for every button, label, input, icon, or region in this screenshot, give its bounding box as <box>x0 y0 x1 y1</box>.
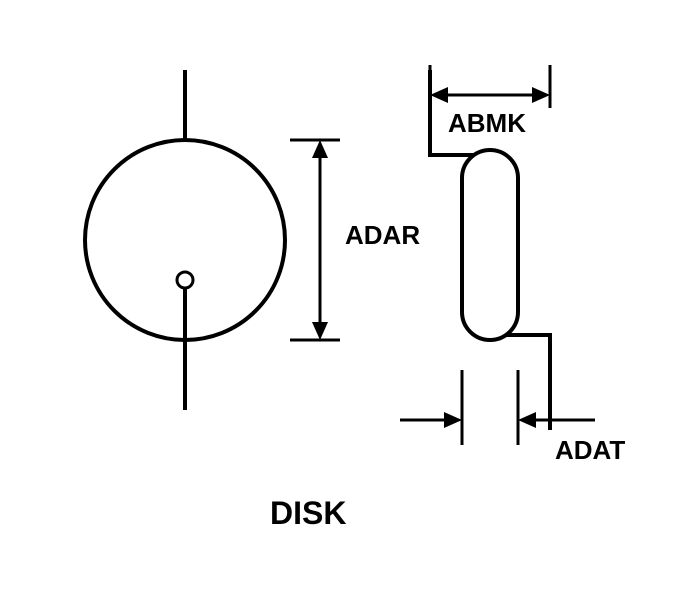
label-abmk: ABMK <box>448 108 526 139</box>
front-view <box>85 70 285 410</box>
dimension-abmk <box>430 65 550 108</box>
lead-attach-circle <box>177 272 193 288</box>
disk-side-body <box>462 150 518 340</box>
side-lead-right <box>508 330 550 430</box>
diagram-canvas: ADAR ABMK ADAT DISK <box>0 0 690 610</box>
label-adat: ADAT <box>555 435 625 466</box>
label-adar: ADAR <box>345 220 420 251</box>
diagram-title: DISK <box>270 495 346 532</box>
dimension-adat <box>400 370 595 445</box>
dimension-adar <box>290 140 340 340</box>
